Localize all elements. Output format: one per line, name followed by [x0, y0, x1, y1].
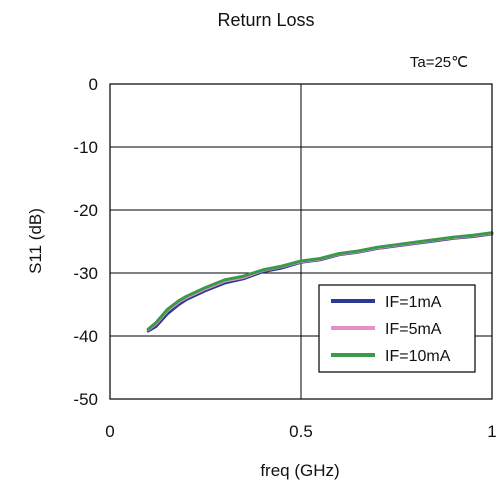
y-axis-label: S11 (dB)	[26, 208, 45, 274]
series-line-3	[146, 231, 494, 331]
legend: IF=1mA IF=5mA IF=10mA	[318, 284, 476, 373]
x-tick-label: 0	[105, 422, 114, 441]
y-tick-label: -50	[73, 390, 98, 409]
temperature-annotation: Ta=25℃	[410, 54, 468, 71]
legend-label: IF=10mA	[385, 348, 451, 365]
ticks-layer: 0 -10 -20 -30 -40 -50 0 0.5 1	[73, 75, 496, 441]
x-axis-label: freq (GHz)	[260, 461, 339, 480]
y-tick-label: 0	[89, 75, 98, 94]
y-tick-label: -30	[73, 264, 98, 283]
y-tick-label: -20	[73, 201, 98, 220]
y-tick-label: -10	[73, 138, 98, 157]
legend-entries: IF=1mA IF=5mA IF=10mA	[331, 294, 451, 365]
x-tick-label: 0.5	[289, 422, 313, 441]
chart-title: Return Loss	[217, 10, 314, 30]
plot-frame	[109, 83, 493, 400]
x-tick-label: 1	[487, 422, 496, 441]
series-layer	[146, 231, 494, 333]
legend-label: IF=5mA	[385, 321, 442, 338]
legend-label: IF=1mA	[385, 294, 442, 311]
y-tick-label: -40	[73, 327, 98, 346]
